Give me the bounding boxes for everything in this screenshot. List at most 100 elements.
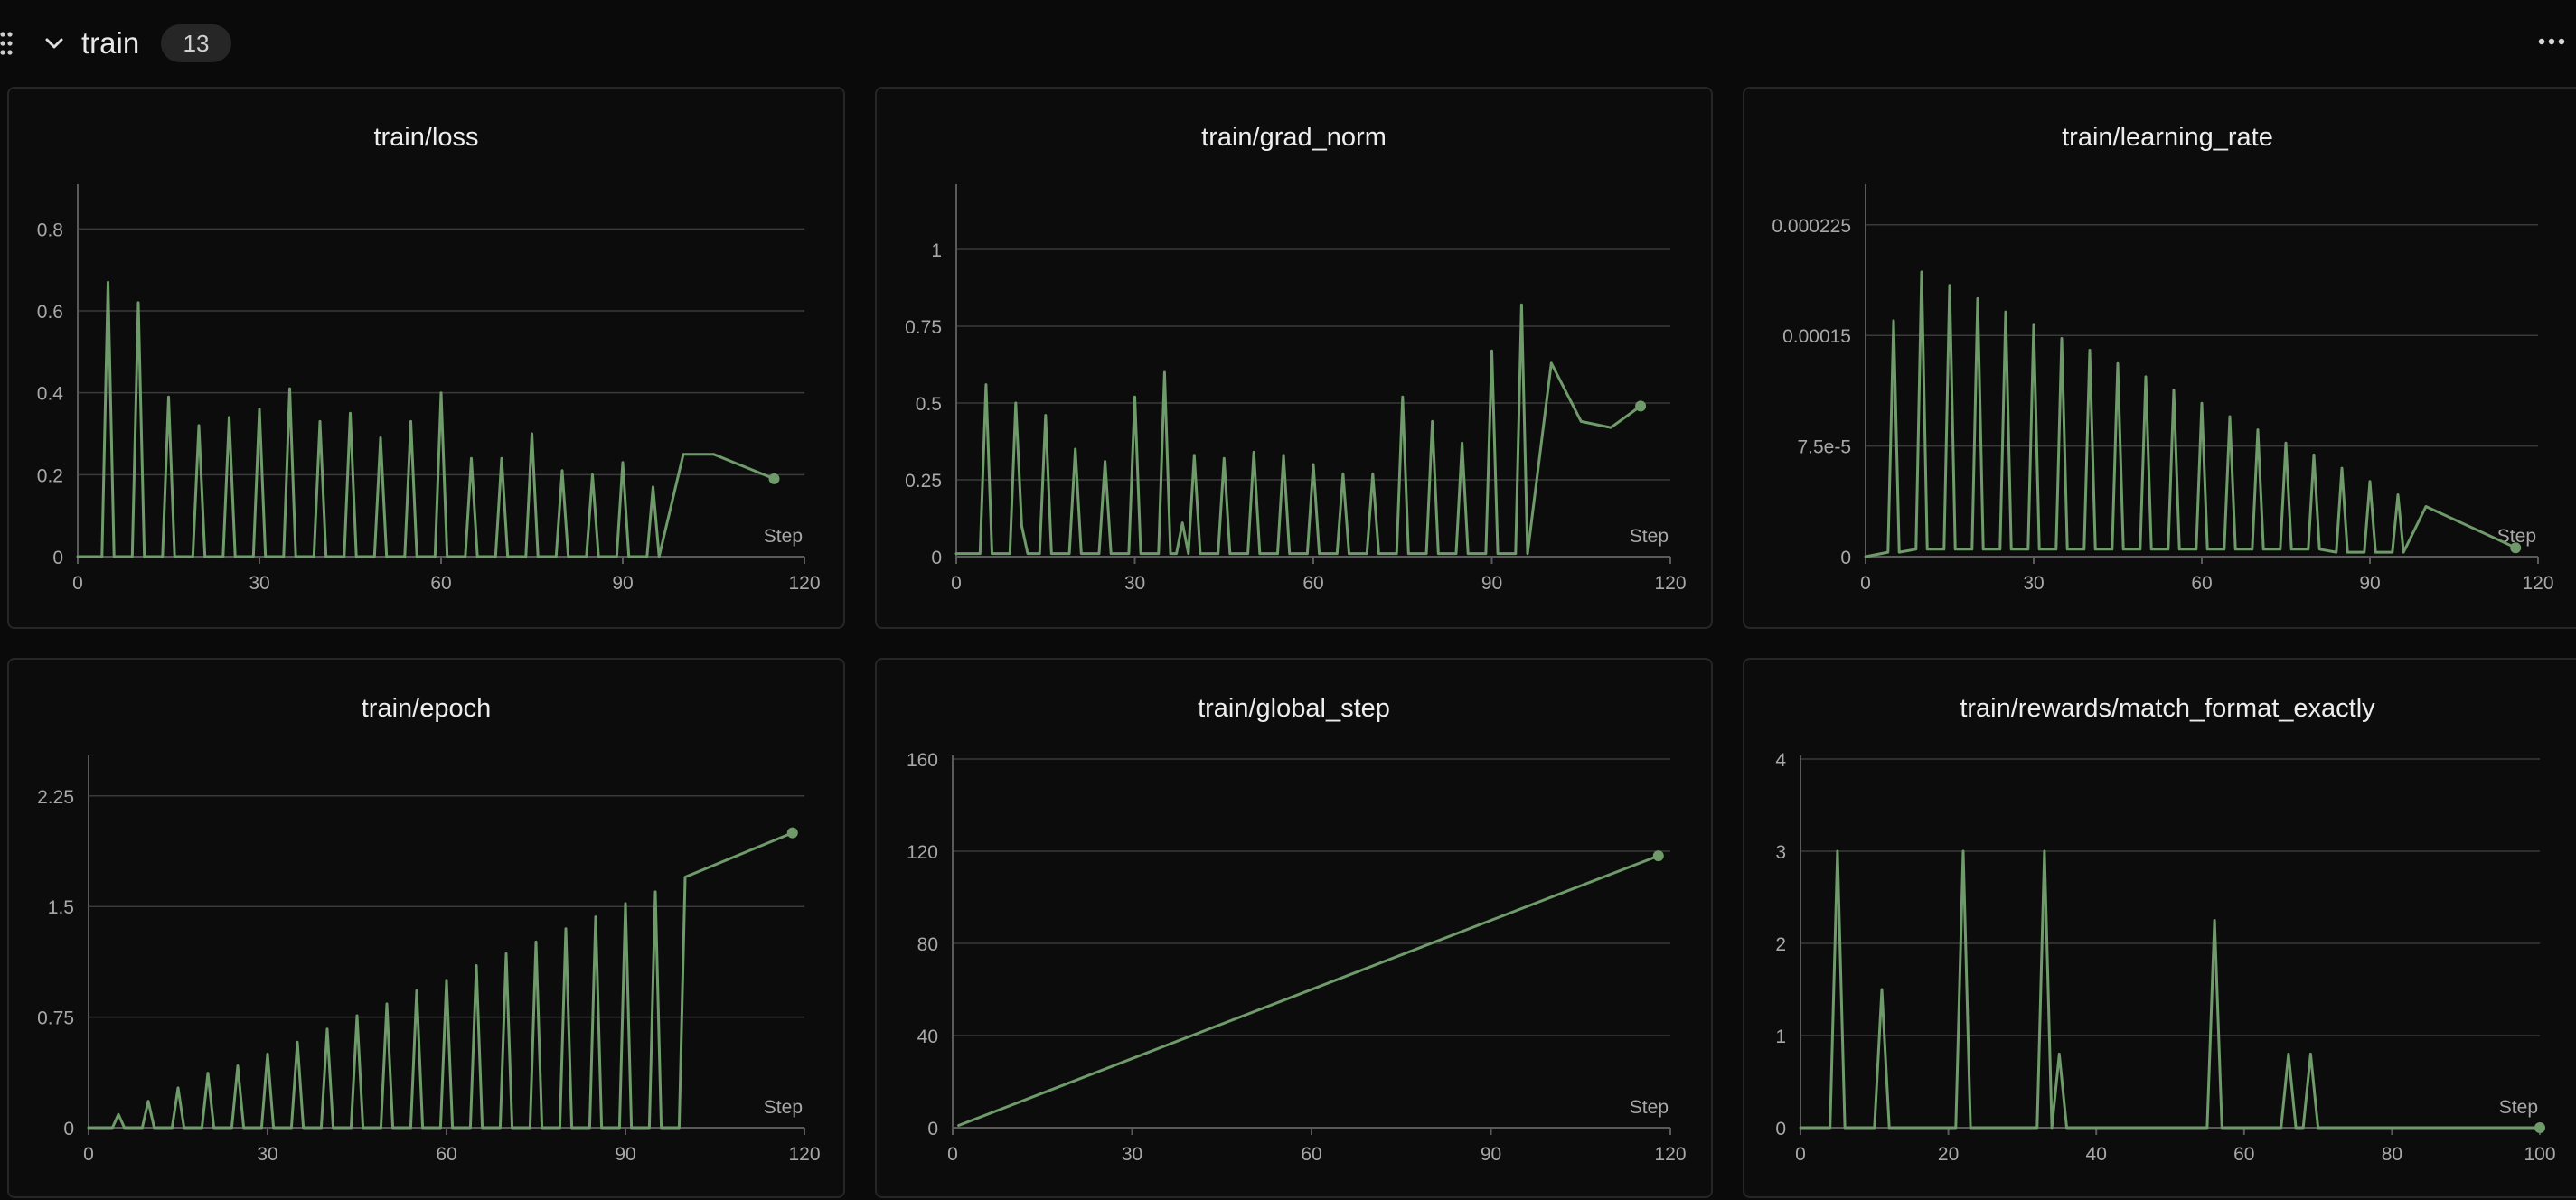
chart-title: train/epoch [361, 694, 492, 723]
y-tick-label: 0.25 [905, 471, 942, 492]
series-line[interactable] [957, 854, 1660, 1127]
x-tick-label: 60 [430, 573, 451, 594]
x-tick-label: 90 [615, 1144, 635, 1165]
x-tick-label: 90 [1481, 1144, 1501, 1165]
y-tick-label: 0.2 [37, 465, 63, 486]
y-tick-label: 2 [1775, 934, 1786, 955]
x-tick-label: 0 [83, 1144, 94, 1165]
x-axis-label: Step [764, 1097, 803, 1118]
y-tick-label: 4 [1775, 750, 1786, 771]
y-tick-label: 0.00015 [1782, 326, 1851, 347]
section-title: train [81, 26, 140, 60]
x-tick-label: 120 [788, 1144, 820, 1165]
y-tick-label: 0 [63, 1119, 74, 1139]
y-tick-label: 0.000225 [1772, 216, 1851, 237]
chart-count-badge: 13 [161, 24, 231, 62]
series-line[interactable] [954, 303, 1642, 556]
y-tick-label: 0.5 [916, 394, 942, 415]
x-tick-label: 0 [1795, 1144, 1806, 1165]
chart-panel[interactable]: train/learning_rate 0 7.5e-5 0.00015 0.00022… [1743, 87, 2576, 629]
x-tick-label: 40 [2086, 1144, 2107, 1165]
chart-plot[interactable]: 0 0.2 0.4 0.6 0.8 0 30 60 90 120 Step [9, 89, 847, 631]
section-header: train 13 [0, 0, 2576, 87]
x-axis-label: Step [1630, 526, 1669, 547]
x-tick-label: 120 [2522, 573, 2553, 594]
chart-plot[interactable]: 0 7.5e-5 0.00015 0.000225 0 30 60 90 120 Step [1744, 89, 2576, 631]
last-point-marker[interactable] [1652, 850, 1664, 862]
y-tick-label: 40 [917, 1027, 938, 1047]
y-tick-label: 0 [1775, 1119, 1786, 1139]
x-tick-label: 60 [1301, 1144, 1321, 1165]
x-tick-label: 60 [2233, 1144, 2254, 1165]
more-options-icon[interactable] [2538, 36, 2565, 47]
y-tick-label: 120 [907, 842, 938, 863]
series-line[interactable] [1799, 849, 2542, 1130]
drag-handle-icon[interactable] [0, 30, 13, 57]
y-tick-label: 0.6 [37, 302, 63, 323]
last-point-marker[interactable] [786, 827, 798, 839]
x-tick-label: 120 [1654, 1144, 1686, 1165]
x-tick-label: 60 [2191, 573, 2212, 594]
y-tick-label: 0.8 [37, 220, 63, 240]
chart-title: train/loss [373, 123, 479, 152]
y-tick-label: 0.75 [905, 317, 942, 338]
x-tick-label: 30 [1122, 1144, 1142, 1165]
x-tick-label: 0 [951, 573, 962, 594]
x-tick-label: 30 [257, 1144, 277, 1165]
x-tick-label: 0 [72, 573, 83, 594]
chart-panel[interactable]: train/grad_norm 0 0.25 0.5 0.75 1 0 30 60 90 120 St… [875, 87, 1713, 629]
y-tick-label: 80 [917, 934, 938, 955]
chart-title: train/global_step [1198, 694, 1390, 723]
chart-plot[interactable]: 0 0.25 0.5 0.75 1 0 30 60 90 120 Step [877, 89, 1715, 631]
x-tick-label: 0 [1860, 573, 1871, 594]
chart-plot[interactable]: 0 0.75 1.5 2.25 0 30 60 90 120 Step [9, 660, 847, 1200]
x-tick-label: 30 [2023, 573, 2044, 594]
y-tick-label: 1 [931, 240, 942, 261]
chart-panel[interactable]: train/loss 0 0.2 0.4 0.6 0.8 0 30 60 90 120 Step [7, 87, 845, 629]
y-tick-label: 0 [52, 548, 63, 568]
x-tick-label: 30 [249, 573, 269, 594]
x-tick-label: 80 [2382, 1144, 2402, 1165]
y-tick-label: 1.5 [48, 897, 74, 918]
x-tick-label: 60 [436, 1144, 456, 1165]
chart-title: train/learning_rate [2062, 123, 2273, 152]
last-point-marker[interactable] [768, 473, 780, 484]
y-tick-label: 1 [1775, 1027, 1786, 1047]
x-tick-label: 120 [1654, 573, 1686, 594]
y-tick-label: 7.5e-5 [1797, 437, 1851, 458]
chart-panel[interactable]: train/rewards/match_format_exactly 0 1 2 3 4 0… [1743, 658, 2576, 1198]
y-tick-label: 3 [1775, 842, 1786, 863]
y-tick-label: 160 [907, 750, 938, 771]
y-tick-label: 2.25 [37, 787, 74, 808]
x-tick-label: 90 [2359, 573, 2380, 594]
x-tick-label: 30 [1124, 573, 1145, 594]
x-axis-label: Step [1630, 1097, 1669, 1118]
y-tick-label: 0.75 [37, 1008, 74, 1029]
chart-panel[interactable]: train/global_step 0 40 80 120 160 0 30 60 90 120 St… [875, 658, 1713, 1198]
x-tick-label: 0 [947, 1144, 958, 1165]
x-tick-label: 90 [612, 573, 633, 594]
x-tick-label: 100 [2524, 1144, 2555, 1165]
last-point-marker[interactable] [2510, 542, 2522, 554]
y-tick-label: 0 [927, 1119, 938, 1139]
x-tick-label: 20 [1938, 1144, 1959, 1165]
series-line[interactable] [76, 280, 776, 558]
chevron-down-icon[interactable] [43, 33, 65, 54]
x-tick-label: 120 [788, 573, 820, 594]
x-tick-label: 60 [1302, 573, 1323, 594]
chart-plot[interactable]: 0 40 80 120 160 0 30 60 90 120 Step [877, 660, 1715, 1200]
y-tick-label: 0 [931, 548, 942, 568]
y-tick-label: 0.4 [37, 384, 64, 405]
x-tick-label: 90 [1481, 573, 1502, 594]
x-axis-label: Step [2499, 1097, 2538, 1118]
y-tick-label: 0 [1840, 548, 1851, 568]
chart-title: train/rewards/match_format_exactly [1960, 694, 2375, 723]
series-line[interactable] [1864, 270, 2517, 558]
x-axis-label: Step [2497, 526, 2536, 547]
chart-panel[interactable]: train/epoch 0 0.75 1.5 2.25 0 30 60 90 120 Step [7, 658, 845, 1198]
series-line[interactable] [87, 831, 794, 1130]
last-point-marker[interactable] [1635, 400, 1647, 412]
last-point-marker[interactable] [2534, 1122, 2545, 1133]
chart-title: train/grad_norm [1201, 123, 1387, 152]
